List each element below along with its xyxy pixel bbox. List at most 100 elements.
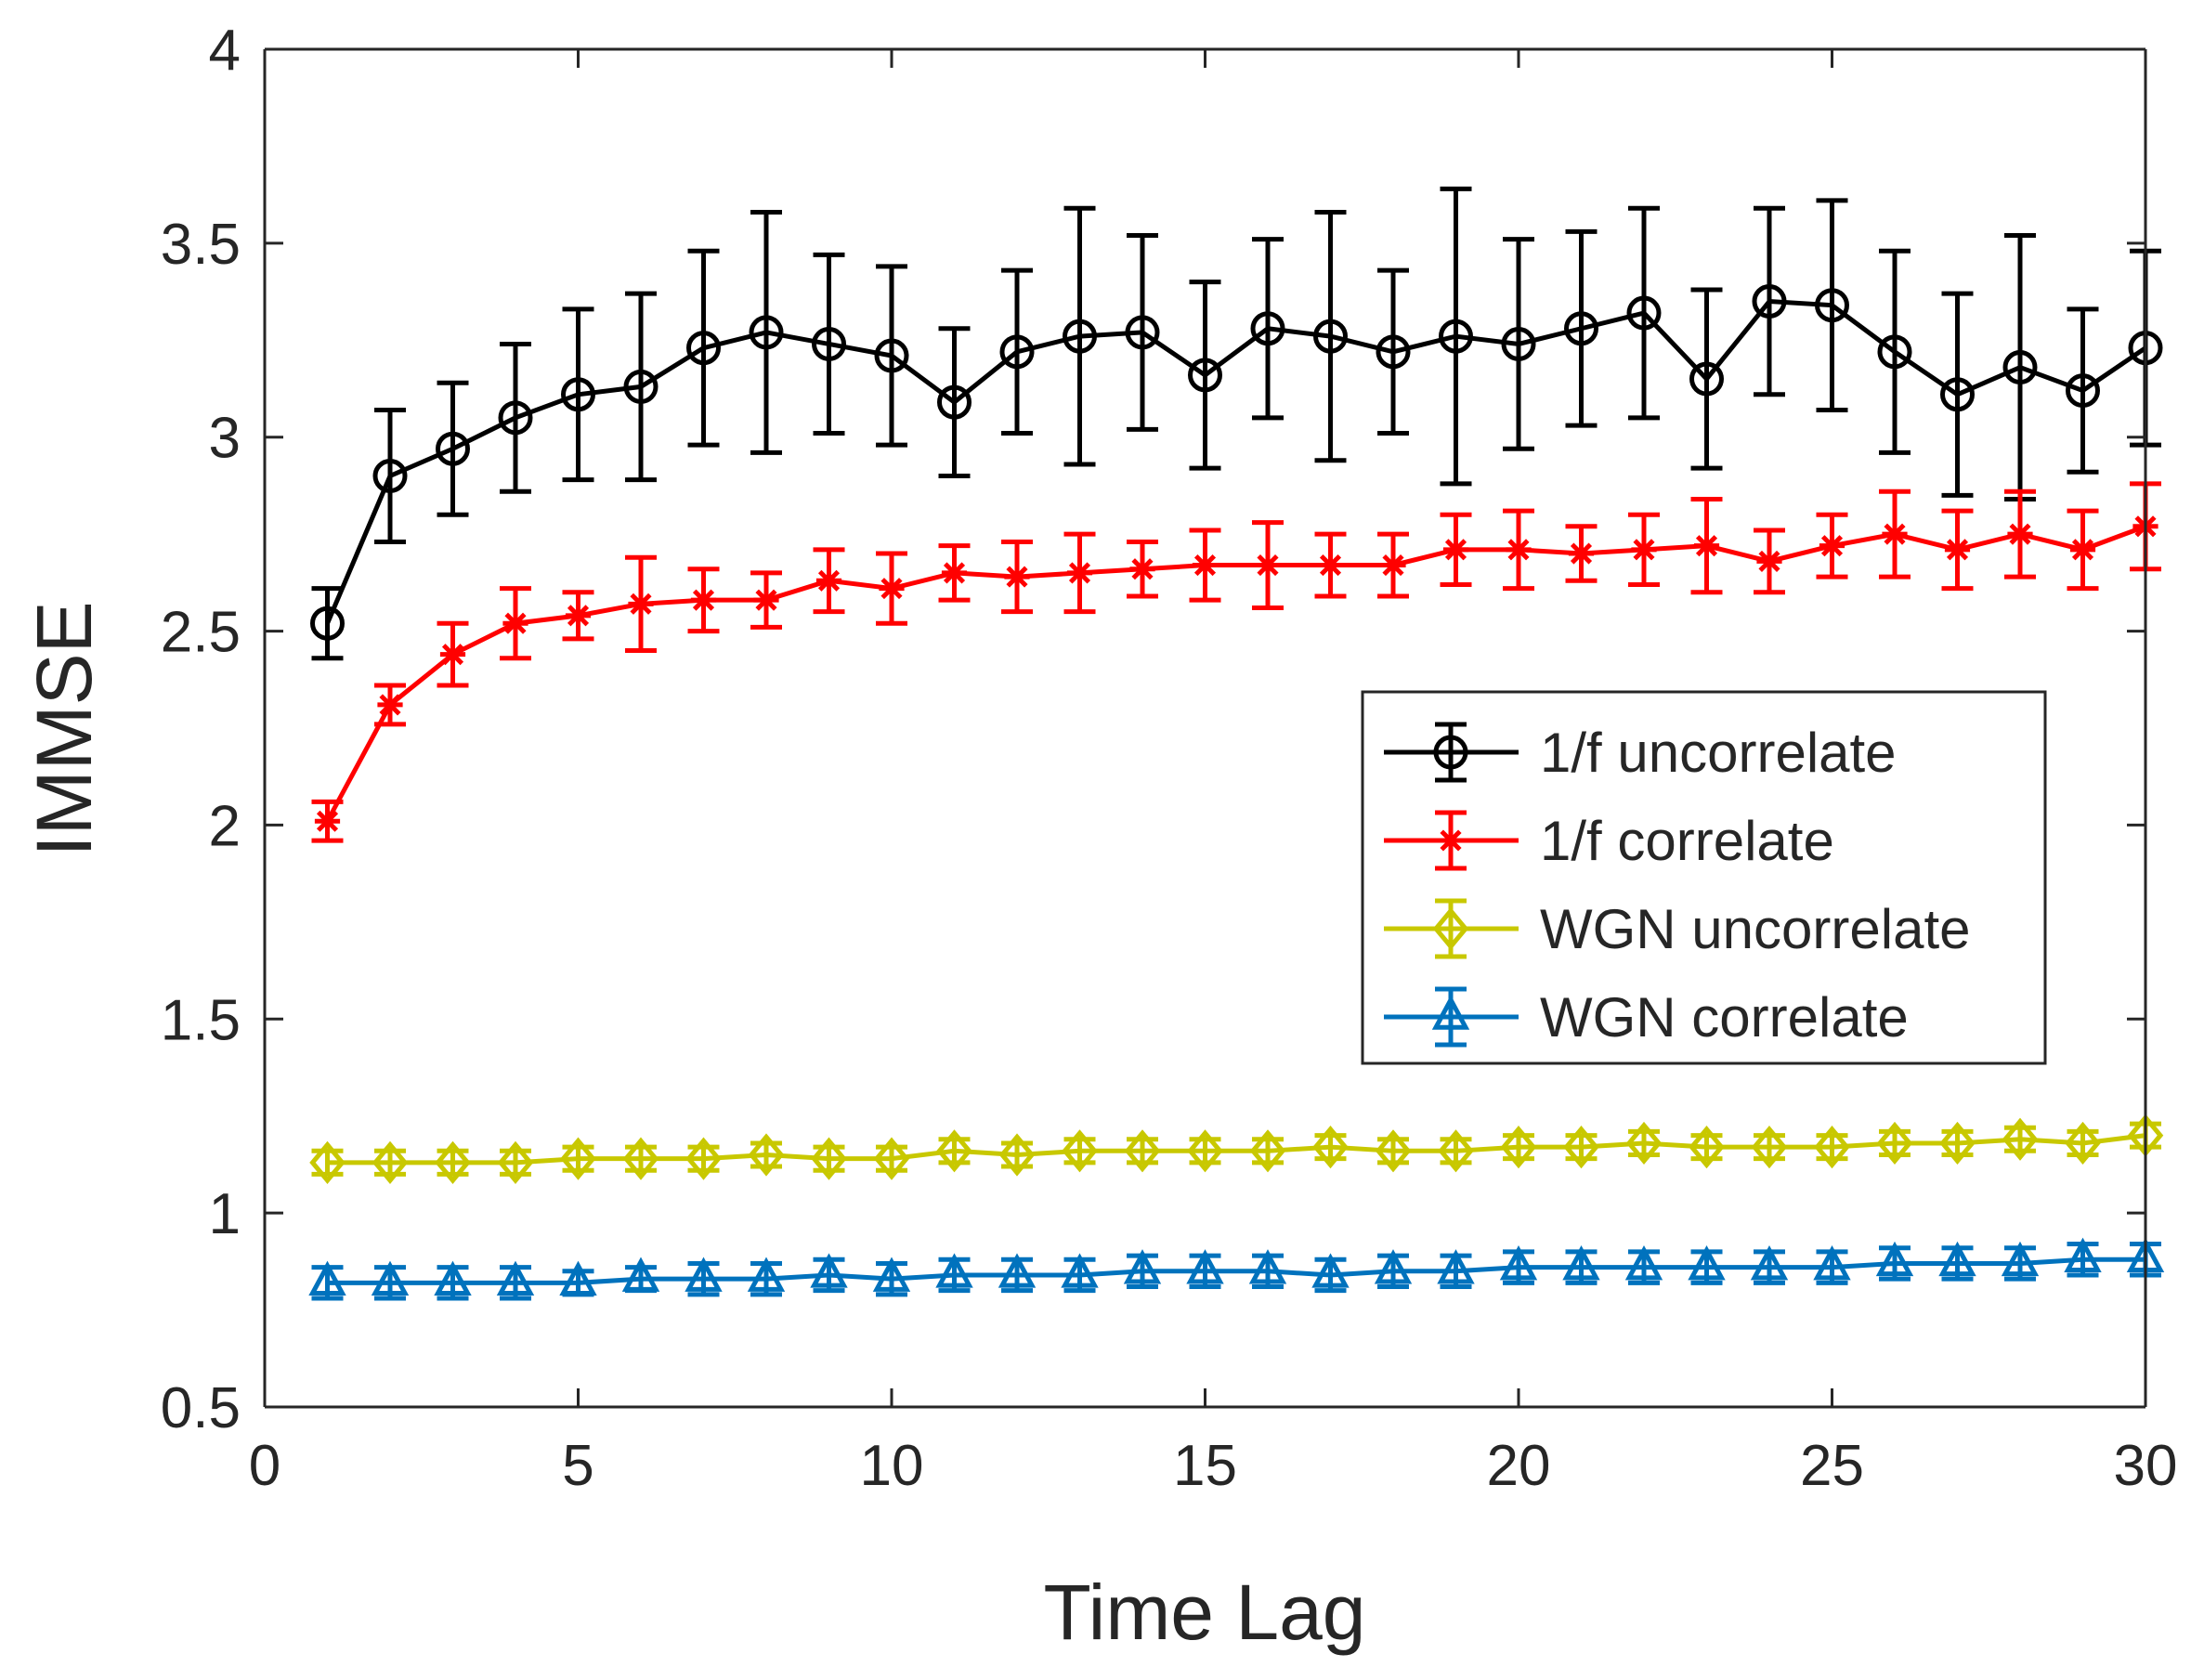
error-bar	[1754, 1133, 1785, 1162]
data-point-stroke	[1758, 550, 1780, 572]
error-bar	[1628, 205, 1660, 421]
data-point	[371, 1260, 410, 1296]
error-bar	[1941, 291, 1974, 498]
data-point	[748, 1133, 785, 1177]
data-point	[872, 1257, 911, 1292]
data-point	[372, 458, 408, 493]
data-point	[1876, 1121, 1913, 1166]
error-bar	[437, 1148, 469, 1177]
axes-layer	[263, 47, 2147, 1409]
error-bar	[1690, 1133, 1723, 1162]
data-point	[685, 1257, 723, 1292]
data-point	[873, 1137, 910, 1180]
y-tick-label: 3	[209, 407, 241, 471]
legend-label: WGN correlate	[1540, 986, 1909, 1048]
error-bar	[1628, 1128, 1660, 1157]
data-point	[998, 1253, 1037, 1288]
error-bar	[938, 1137, 971, 1166]
data-point	[1626, 295, 1662, 331]
series-layer	[308, 186, 2165, 1301]
x-tick-label: 30	[2114, 1434, 2178, 1498]
error-bar	[687, 1144, 720, 1173]
error-bar	[1189, 1137, 1221, 1166]
error-bar	[1690, 287, 1723, 471]
y-axis-title: IMMSE	[20, 601, 108, 856]
data-point	[1944, 537, 1971, 563]
data-point	[1375, 1129, 1412, 1173]
data-point	[1631, 537, 1657, 563]
data-point	[1438, 1129, 1474, 1173]
error-bar	[1189, 280, 1221, 471]
data-point	[1563, 1126, 1599, 1169]
data-point	[496, 1260, 535, 1296]
y-tick-label: 1.5	[161, 988, 241, 1052]
data-point	[874, 338, 909, 373]
data-point	[1877, 334, 1912, 370]
error-bar	[311, 1148, 344, 1177]
data-point	[1568, 540, 1595, 567]
y-tick-label: 2	[209, 794, 241, 858]
data-point	[1187, 1129, 1223, 1173]
data-point	[1815, 288, 1849, 323]
error-bar	[2067, 306, 2099, 475]
data-point-stroke	[817, 569, 841, 592]
data-point	[1875, 1241, 1914, 1277]
data-point	[439, 642, 466, 668]
error-bar	[1377, 1137, 1409, 1166]
y-tick-label: 0.5	[161, 1376, 241, 1440]
data-point-stroke	[1695, 535, 1718, 557]
data-point	[941, 560, 968, 586]
error-bar	[750, 209, 782, 455]
x-tick-label: 0	[249, 1434, 280, 1498]
legend-label: 1/f correlate	[1540, 810, 1834, 872]
data-point-stroke	[943, 562, 966, 584]
data-point	[1752, 284, 1787, 319]
data-point-stroke	[1319, 554, 1342, 577]
data-point	[1500, 1126, 1537, 1169]
data-point-stroke	[1633, 539, 1655, 561]
x-tick-label: 10	[860, 1434, 924, 1498]
y-tick-label: 4	[209, 19, 241, 83]
error-bar	[1879, 248, 1911, 455]
data-point-stroke	[567, 605, 590, 627]
data-point-stroke	[1193, 554, 1217, 577]
error-bar	[1252, 1137, 1284, 1166]
data-point	[308, 1260, 346, 1296]
legend-entry: 1/f uncorrelate	[1384, 722, 1897, 784]
data-point-stroke	[1257, 554, 1279, 577]
data-point	[1499, 1244, 1538, 1281]
data-point	[1063, 319, 1097, 354]
data-point-stroke	[2071, 539, 2094, 561]
data-point-stroke	[379, 694, 401, 716]
error-bar	[374, 407, 406, 544]
series	[311, 481, 2161, 843]
error-bar	[437, 380, 469, 517]
data-point-stroke	[1382, 554, 1404, 577]
error-bar	[1314, 1133, 1347, 1162]
error-bar	[1754, 205, 1785, 397]
series	[308, 1237, 2165, 1301]
data-point	[1750, 1244, 1789, 1281]
data-point	[1814, 1126, 1850, 1169]
data-point	[1882, 521, 1908, 547]
error-bar	[500, 1148, 531, 1177]
error-bar	[562, 306, 594, 483]
data-point	[1124, 1129, 1161, 1173]
data-point-stroke	[441, 644, 464, 666]
data-point	[497, 1140, 534, 1184]
data-point-stroke	[880, 578, 903, 600]
data-point	[1192, 552, 1219, 579]
ticks-layer: 0 5 10 15 20 25 30 0.5 1 1.5 2 2.5 3 3.5 4	[161, 19, 2178, 1498]
data-point	[1123, 1249, 1162, 1284]
data-point-stroke	[1820, 535, 1844, 557]
error-bar	[1565, 1133, 1598, 1162]
x-tick-label: 5	[562, 1434, 593, 1498]
data-point	[1625, 1121, 1663, 1166]
data-point	[2066, 373, 2100, 409]
data-point-stroke	[316, 810, 339, 832]
data-point	[1751, 1126, 1788, 1169]
data-point	[372, 1140, 409, 1184]
error-bar	[1503, 237, 1534, 451]
data-point	[753, 587, 779, 613]
